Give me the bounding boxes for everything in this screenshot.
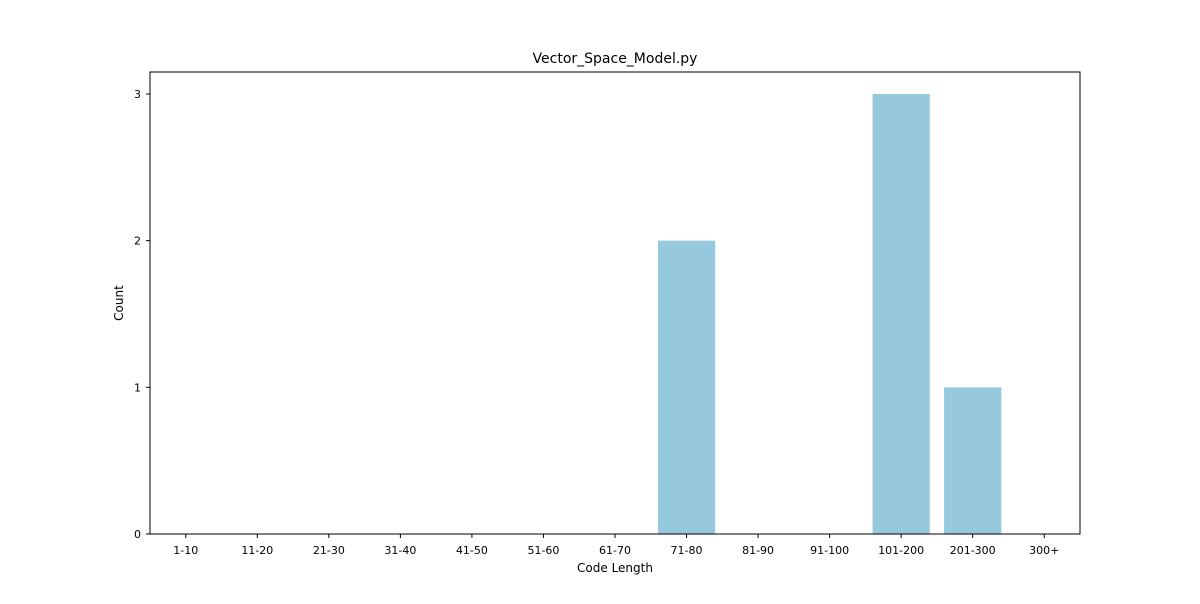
bar-201-300 (944, 387, 1002, 534)
x-tick-label: 61-70 (599, 544, 631, 557)
y-tick-label: 0 (134, 528, 141, 541)
x-tick-label: 41-50 (456, 544, 488, 557)
x-tick-label: 1-10 (173, 544, 198, 557)
x-tick-label: 81-90 (742, 544, 774, 557)
x-axis-label: Code Length (577, 561, 653, 575)
y-tick-label: 2 (134, 235, 141, 248)
chart-title: Vector_Space_Model.py (533, 51, 698, 67)
bar-101-200 (872, 94, 930, 534)
x-tick-label: 11-20 (241, 544, 273, 557)
x-tick-label: 21-30 (313, 544, 345, 557)
bar-71-80 (657, 240, 716, 534)
x-axis-ticks: 1-10 11-20 21-30 31-40 41-50 51-60 61-70 71-80 8… (173, 534, 1059, 557)
x-tick-label: 51-60 (527, 544, 559, 557)
x-tick-label: 31-40 (384, 544, 416, 557)
x-tick-label: 71-80 (671, 544, 703, 557)
y-tick-label: 1 (134, 381, 141, 394)
y-axis-ticks: 0 1 2 3 (134, 88, 150, 541)
plot-area-frame (149, 71, 1081, 535)
x-tick-label: 101-200 (878, 544, 924, 557)
x-tick-label: 91-100 (810, 544, 849, 557)
y-axis-label: Count (112, 285, 126, 321)
x-tick-label: 201-300 (950, 544, 996, 557)
x-tick-label: 300+ (1029, 544, 1059, 557)
y-tick-label: 3 (134, 88, 141, 101)
bars-layer (657, 94, 1002, 534)
